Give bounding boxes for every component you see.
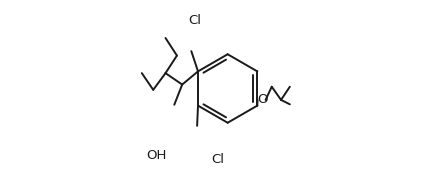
- Text: OH: OH: [146, 149, 167, 162]
- Text: Cl: Cl: [188, 14, 201, 27]
- Text: O: O: [257, 93, 268, 106]
- Text: Cl: Cl: [211, 153, 225, 166]
